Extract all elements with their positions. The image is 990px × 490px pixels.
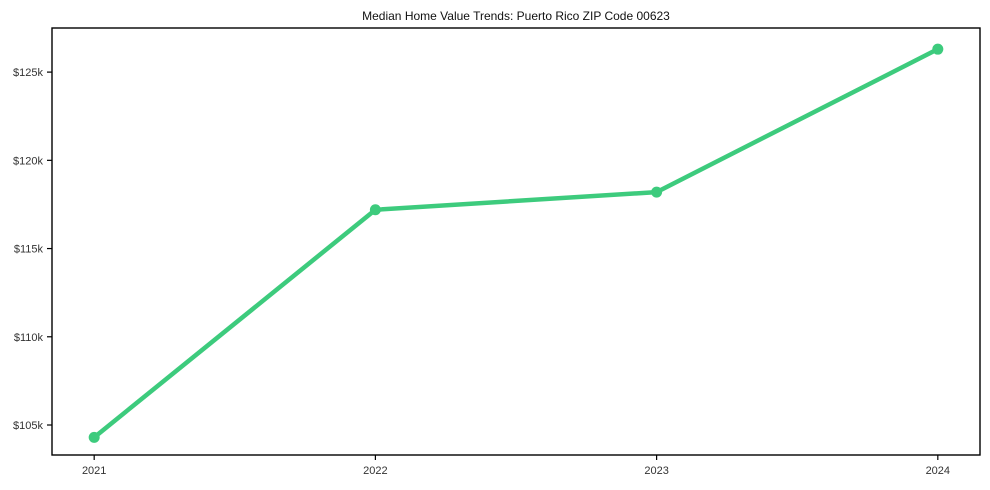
data-point-marker	[932, 43, 944, 55]
data-point-marker	[88, 431, 100, 443]
y-tick-label: $120k	[13, 155, 43, 167]
data-point-marker	[369, 204, 381, 216]
y-axis: $105k $110k $115k $120k $125k	[13, 67, 52, 432]
x-tick-label: 2022	[363, 465, 387, 477]
data-point-group	[88, 43, 944, 443]
trend-line	[91, 46, 941, 440]
data-point-marker	[651, 186, 663, 198]
x-tick-label: 2021	[82, 465, 106, 477]
y-tick-label: $110k	[14, 332, 44, 344]
line-series-group	[91, 46, 941, 440]
x-tick-label: 2023	[644, 465, 668, 477]
x-axis: 2021 2022 2023 2024	[82, 455, 950, 477]
y-tick-label: $125k	[13, 67, 43, 79]
y-tick-label: $115k	[14, 244, 44, 256]
plot-border	[51, 27, 981, 456]
y-tick-label: $105k	[13, 420, 43, 432]
x-tick-label: 2024	[926, 465, 950, 477]
chart-title: Median Home Value Trends: Puerto Rico ZI…	[362, 9, 670, 23]
